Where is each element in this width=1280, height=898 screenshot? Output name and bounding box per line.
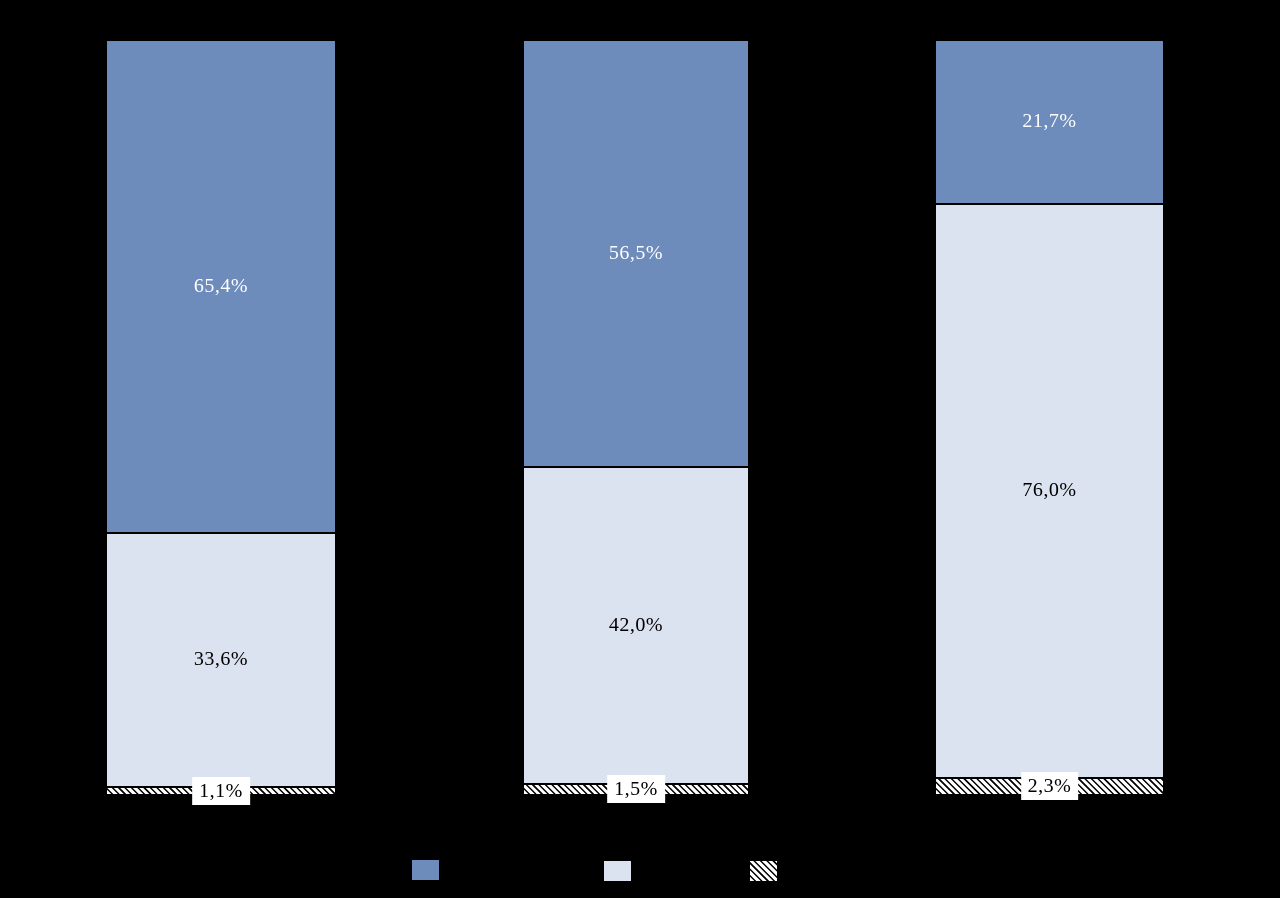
stacked-bar-2: 56,5% 42,0% 1,5% (523, 40, 749, 804)
segment-secondary-3: 76,0% (935, 203, 1164, 778)
segment-label-secondary-2: 42,0% (608, 613, 664, 636)
legend-swatch-secondary (603, 860, 632, 882)
segment-primary-3: 21,7% (935, 40, 1164, 204)
segment-secondary-2: 42,0% (523, 466, 749, 784)
segment-hatched-1: 1,1% (106, 776, 336, 805)
segment-label-primary-1: 65,4% (193, 275, 249, 298)
stacked-bar-1: 65,4% 33,6% 1,1% (106, 40, 336, 805)
chart-legend (0, 858, 1280, 884)
segment-label-primary-2: 56,5% (608, 241, 664, 264)
segment-label-hatched-1: 1,1% (192, 776, 250, 805)
segment-label-hatched-2: 1,5% (607, 775, 665, 804)
segment-label-primary-3: 21,7% (1022, 110, 1077, 133)
segment-hatched-2: 1,5% (523, 775, 749, 804)
segment-label-hatched-3: 2,3% (1020, 772, 1079, 801)
segment-label-secondary-3: 76,0% (1022, 479, 1077, 502)
legend-swatch-primary (411, 859, 440, 881)
legend-swatch-hatched (749, 860, 778, 882)
segment-label-secondary-1: 33,6% (193, 648, 249, 671)
segment-primary-2: 56,5% (523, 40, 749, 467)
stacked-bar-3: 21,7% 76,0% 2,3% (935, 40, 1164, 801)
segment-primary-1: 65,4% (106, 40, 336, 534)
segment-secondary-1: 33,6% (106, 533, 336, 787)
segment-hatched-3: 2,3% (935, 772, 1164, 801)
